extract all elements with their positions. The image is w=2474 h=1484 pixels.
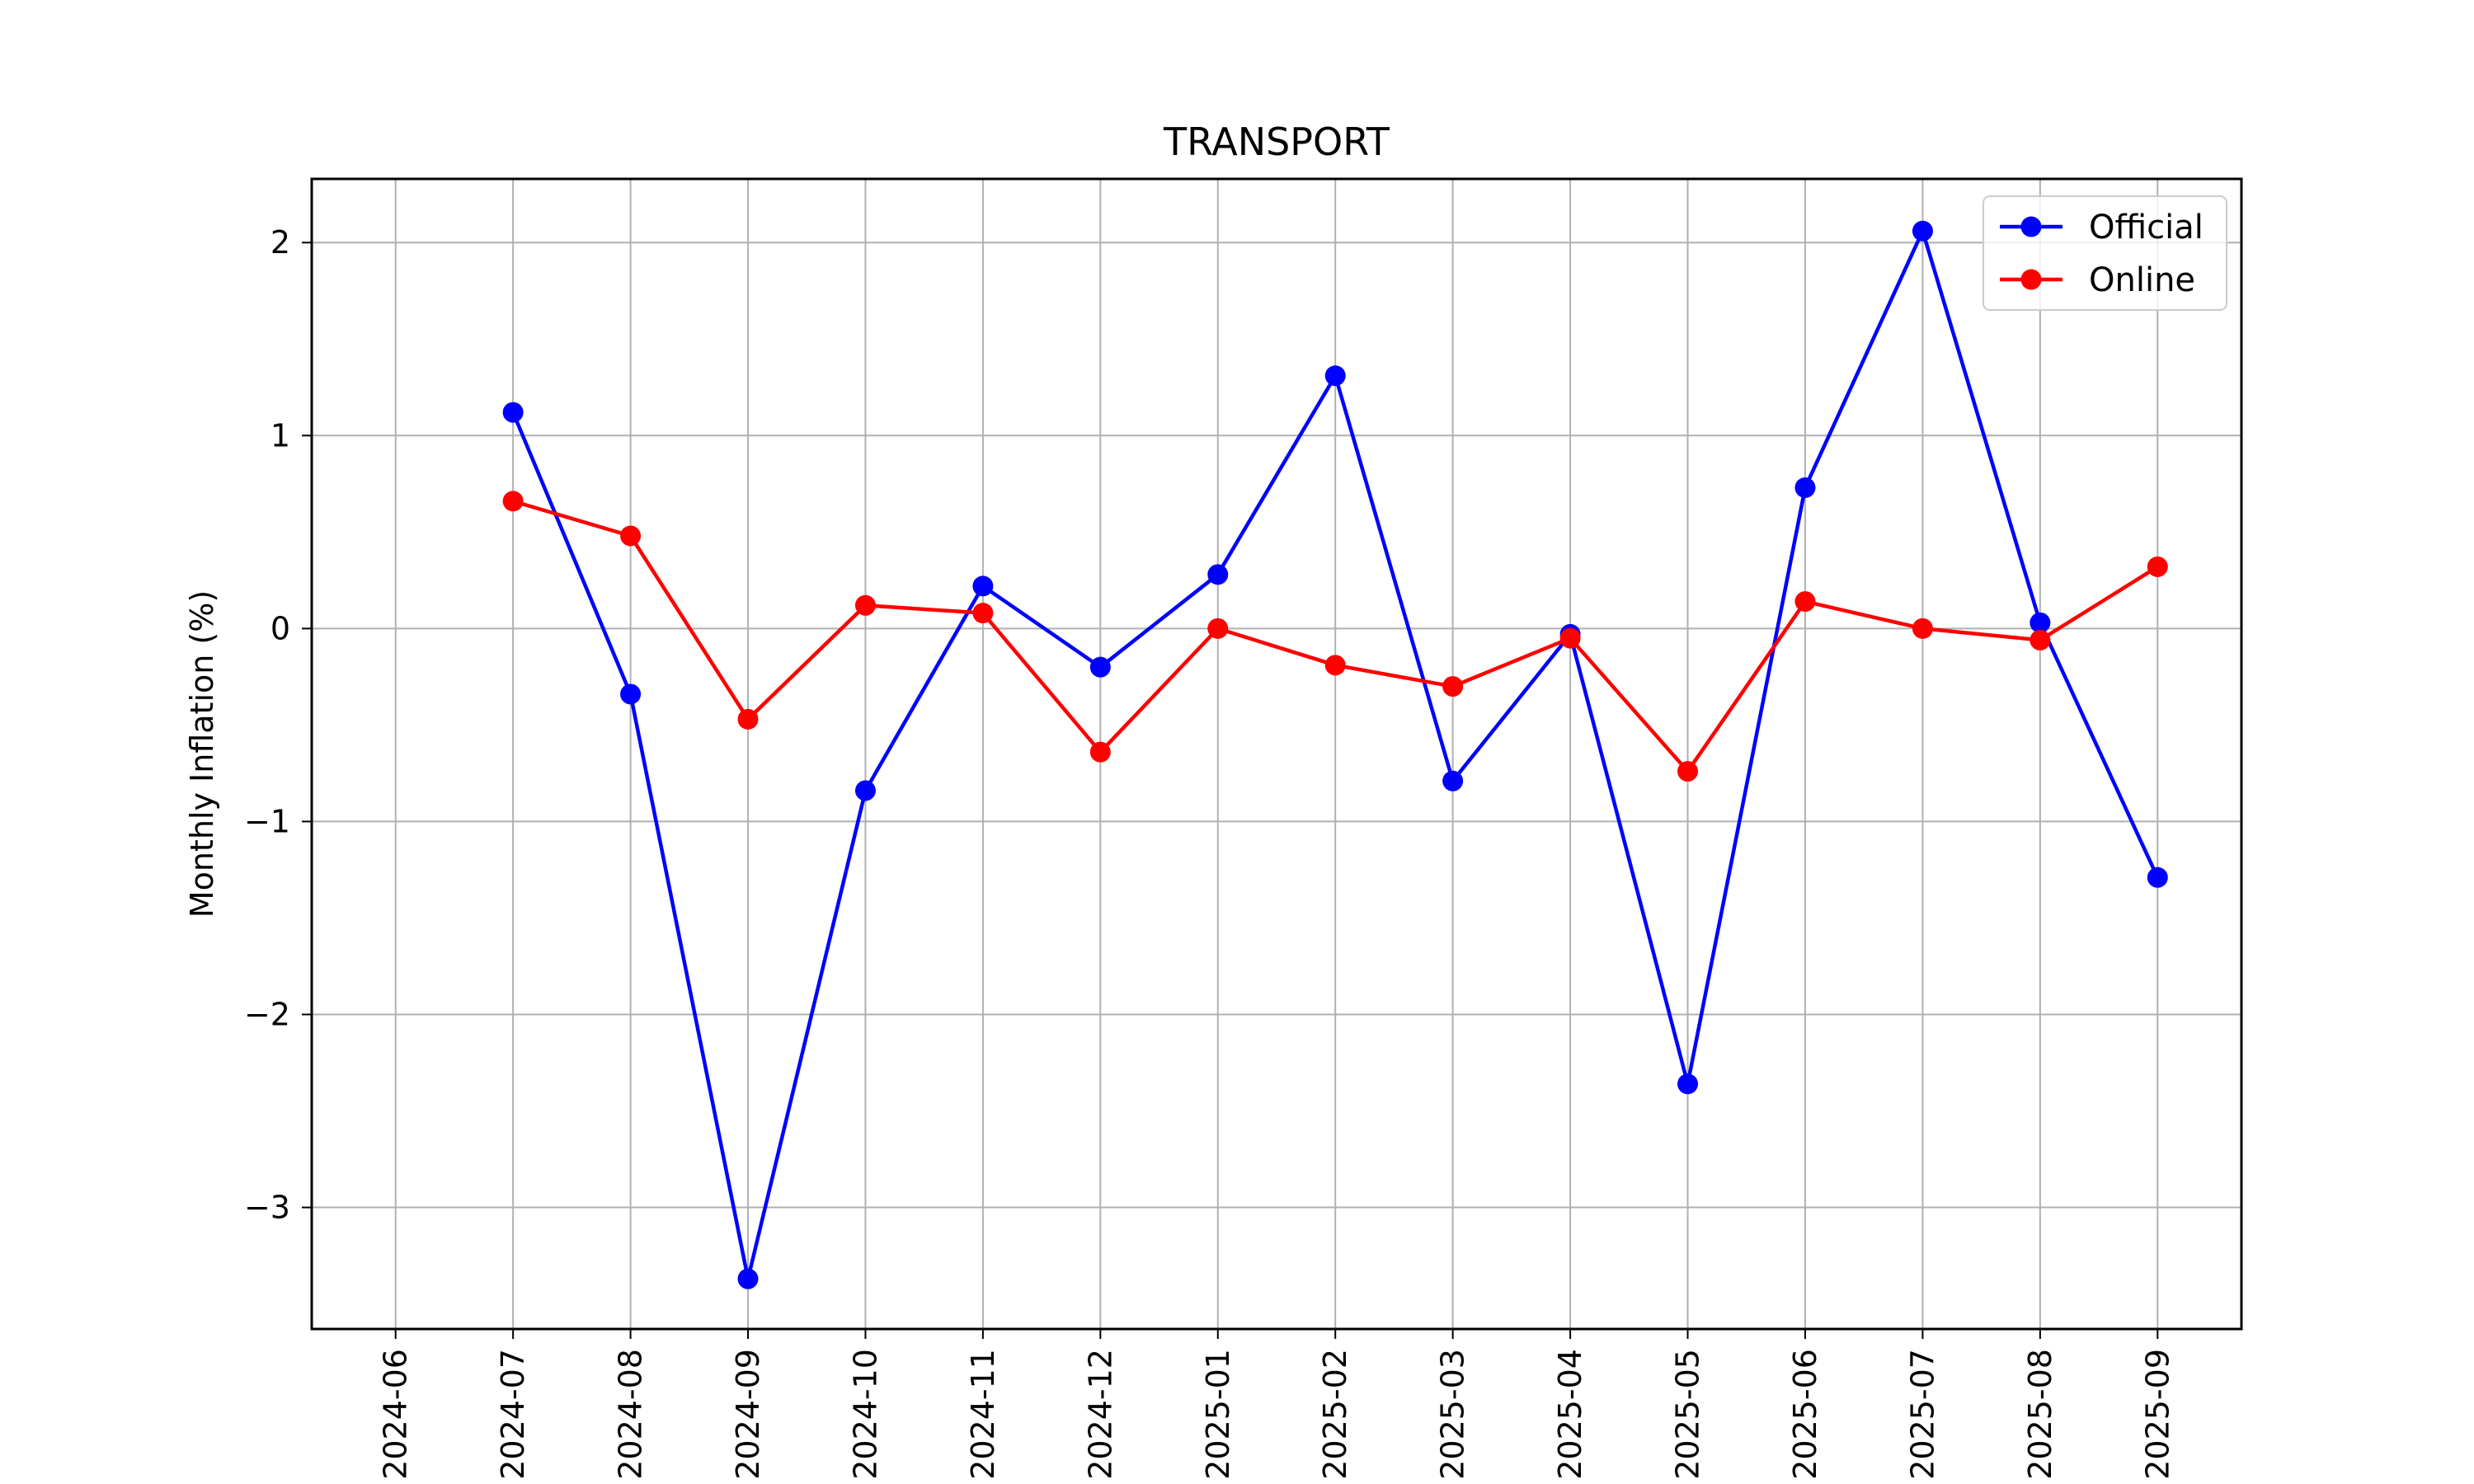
x-axis: 2024-06 2024-07 2024-08 2024-09 2024-10 2024-… [378,1329,2175,1480]
data-point [2030,612,2051,633]
data-point [1677,761,1699,782]
data-point [502,491,524,512]
y-axis-label: Monthly Inflation (%) [184,590,220,918]
data-point [2147,866,2168,888]
data-point [2147,556,2168,577]
x-tick-label: 2024-11 [965,1349,1001,1480]
x-tick-label: 2025-09 [2139,1349,2175,1480]
x-tick-label: 2024-06 [378,1349,414,1480]
x-tick-label: 2025-06 [1787,1349,1823,1480]
series-official [502,220,2168,1289]
data-point [737,1268,759,1289]
data-point [1207,618,1229,639]
x-tick-label: 2024-07 [495,1349,531,1480]
legend-item-online: Online [2000,261,2195,299]
plot-frame [310,177,2243,1331]
data-point [1559,627,1581,649]
x-tick-label: 2024-10 [847,1349,883,1480]
data-point [1794,477,1816,498]
data-point [1912,618,1933,639]
legend-box [1982,195,2227,311]
legend-label: Official [2089,209,2204,247]
legend-item-official: Official [2000,209,2204,247]
x-tick-label: 2025-07 [1904,1349,1940,1480]
x-tick-label: 2024-08 [613,1349,649,1480]
y-tick-label: 1 [270,417,290,453]
y-tick-label: 2 [270,224,290,261]
x-tick-label: 2024-12 [1082,1349,1118,1480]
x-tick-label: 2025-01 [1200,1349,1236,1480]
data-point [620,525,642,547]
data-point [737,708,759,730]
y-tick-label: −3 [244,1190,290,1226]
data-point [502,402,524,423]
legend-swatch-marker [2020,216,2042,237]
data-point [1089,656,1111,678]
data-point [1794,591,1816,613]
legend-swatch-marker [2020,269,2042,290]
x-tick-label: 2025-05 [1670,1349,1706,1480]
data-point [1442,676,1464,697]
y-axis: 2 1 0 −1 −2 −3 [244,224,312,1226]
legend: Official Online [1982,195,2227,311]
data-point [854,594,876,616]
data-point [1324,655,1346,676]
data-point [620,683,642,705]
x-tick-label: 2025-02 [1317,1349,1353,1480]
data-point [1324,365,1346,387]
data-point [1912,220,1933,242]
data-point [972,603,994,624]
data-point [972,575,994,597]
legend-label: Online [2089,261,2195,299]
data-point [1677,1073,1699,1095]
x-tick-label: 2025-03 [1435,1349,1471,1480]
series-layer [502,220,2168,1289]
data-point [1089,741,1111,763]
grid [312,179,2241,1329]
x-tick-label: 2025-08 [2022,1349,2058,1480]
data-point [854,780,876,801]
y-tick-label: 0 [270,610,290,646]
chart-title: TRANSPORT [1163,120,1390,164]
data-point [2030,629,2051,650]
data-point [1207,564,1229,585]
y-tick-label: −2 [244,996,290,1032]
x-tick-label: 2024-09 [730,1349,766,1480]
y-tick-label: −1 [244,803,290,839]
series-online [502,491,2168,782]
data-point [1442,770,1464,791]
x-tick-label: 2025-04 [1552,1349,1588,1480]
